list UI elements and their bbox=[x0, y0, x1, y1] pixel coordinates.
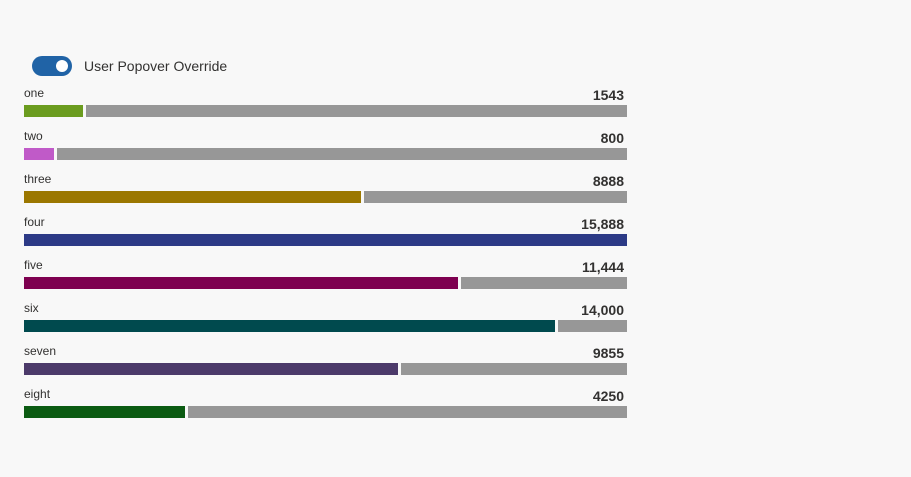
bar-gap bbox=[54, 148, 57, 160]
bar-fill-five[interactable] bbox=[24, 277, 458, 289]
bar-track bbox=[24, 234, 627, 246]
bar-label: one bbox=[24, 86, 45, 100]
bar-fill-eight[interactable] bbox=[24, 406, 185, 418]
toggle-thumb bbox=[56, 60, 68, 72]
bar-value: 11,444 bbox=[581, 259, 624, 275]
bar-remaining-three[interactable] bbox=[364, 191, 627, 203]
bar-track bbox=[24, 105, 627, 117]
bar-value: 800 bbox=[600, 130, 624, 146]
bar-value: 14,000 bbox=[581, 302, 624, 318]
bar-track bbox=[24, 191, 627, 203]
bar-track bbox=[24, 406, 627, 418]
bar-row-four[interactable]: four 15,888 bbox=[24, 215, 627, 258]
bar-label: three bbox=[24, 172, 52, 186]
bar-row-seven[interactable]: seven 9855 bbox=[24, 344, 627, 387]
bar-label: two bbox=[24, 129, 43, 143]
bar-label: seven bbox=[24, 344, 57, 358]
bar-row-two[interactable]: two 800 bbox=[24, 129, 627, 172]
horizontal-bar-chart: one 1543 two 800 three 8888 four 15,888 five 11,4… bbox=[24, 86, 627, 430]
bar-row-one[interactable]: one 1543 bbox=[24, 86, 627, 129]
bar-label: four bbox=[24, 215, 45, 229]
bar-row-eight[interactable]: eight 4250 bbox=[24, 387, 627, 430]
bar-value: 9855 bbox=[592, 345, 624, 361]
bar-label: six bbox=[24, 301, 39, 315]
bar-fill-two[interactable] bbox=[24, 148, 54, 160]
bar-remaining-five[interactable] bbox=[461, 277, 627, 289]
bar-label: five bbox=[24, 258, 43, 272]
bar-fill-one[interactable] bbox=[24, 105, 83, 117]
bar-fill-three[interactable] bbox=[24, 191, 361, 203]
bar-remaining-one[interactable] bbox=[86, 105, 627, 117]
user-popover-override-toggle[interactable] bbox=[32, 56, 72, 76]
bar-value: 1543 bbox=[592, 87, 624, 103]
bar-value: 4250 bbox=[592, 388, 624, 404]
bar-remaining-eight[interactable] bbox=[188, 406, 627, 418]
bar-row-six[interactable]: six 14,000 bbox=[24, 301, 627, 344]
bar-fill-six[interactable] bbox=[24, 320, 555, 332]
bar-value: 8888 bbox=[592, 173, 624, 189]
user-popover-override-row: User Popover Override bbox=[32, 55, 227, 77]
bar-gap bbox=[398, 363, 401, 375]
bar-fill-four[interactable] bbox=[24, 234, 627, 246]
bar-gap bbox=[83, 105, 86, 117]
bar-track bbox=[24, 148, 627, 160]
bar-remaining-two[interactable] bbox=[57, 148, 627, 160]
bar-remaining-six[interactable] bbox=[558, 320, 627, 332]
bar-remaining-seven[interactable] bbox=[401, 363, 627, 375]
bar-value: 15,888 bbox=[581, 216, 624, 232]
bar-track bbox=[24, 277, 627, 289]
bar-gap bbox=[458, 277, 461, 289]
bar-row-three[interactable]: three 8888 bbox=[24, 172, 627, 215]
bar-gap bbox=[361, 191, 364, 203]
bar-fill-seven[interactable] bbox=[24, 363, 398, 375]
bar-label: eight bbox=[24, 387, 51, 401]
toggle-label: User Popover Override bbox=[84, 58, 228, 74]
bar-track bbox=[24, 363, 627, 375]
bar-track bbox=[24, 320, 627, 332]
bar-gap bbox=[555, 320, 558, 332]
bar-gap bbox=[185, 406, 188, 418]
bar-row-five[interactable]: five 11,444 bbox=[24, 258, 627, 301]
